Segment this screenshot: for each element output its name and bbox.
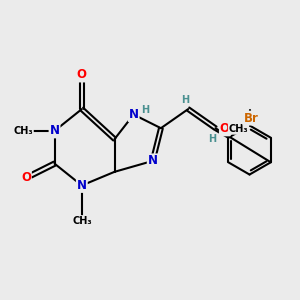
- Text: CH₃: CH₃: [229, 124, 248, 134]
- Text: N: N: [129, 108, 139, 121]
- Text: CH₃: CH₃: [72, 216, 92, 226]
- Text: CH₃: CH₃: [14, 126, 33, 136]
- Text: N: N: [77, 179, 87, 192]
- Text: O: O: [220, 122, 230, 135]
- Text: Br: Br: [244, 112, 258, 124]
- Text: H: H: [208, 134, 216, 143]
- Text: H: H: [181, 94, 189, 104]
- Text: O: O: [21, 171, 31, 184]
- Text: H: H: [141, 105, 149, 115]
- Text: N: N: [148, 154, 158, 167]
- Text: N: N: [50, 124, 59, 137]
- Text: O: O: [77, 68, 87, 82]
